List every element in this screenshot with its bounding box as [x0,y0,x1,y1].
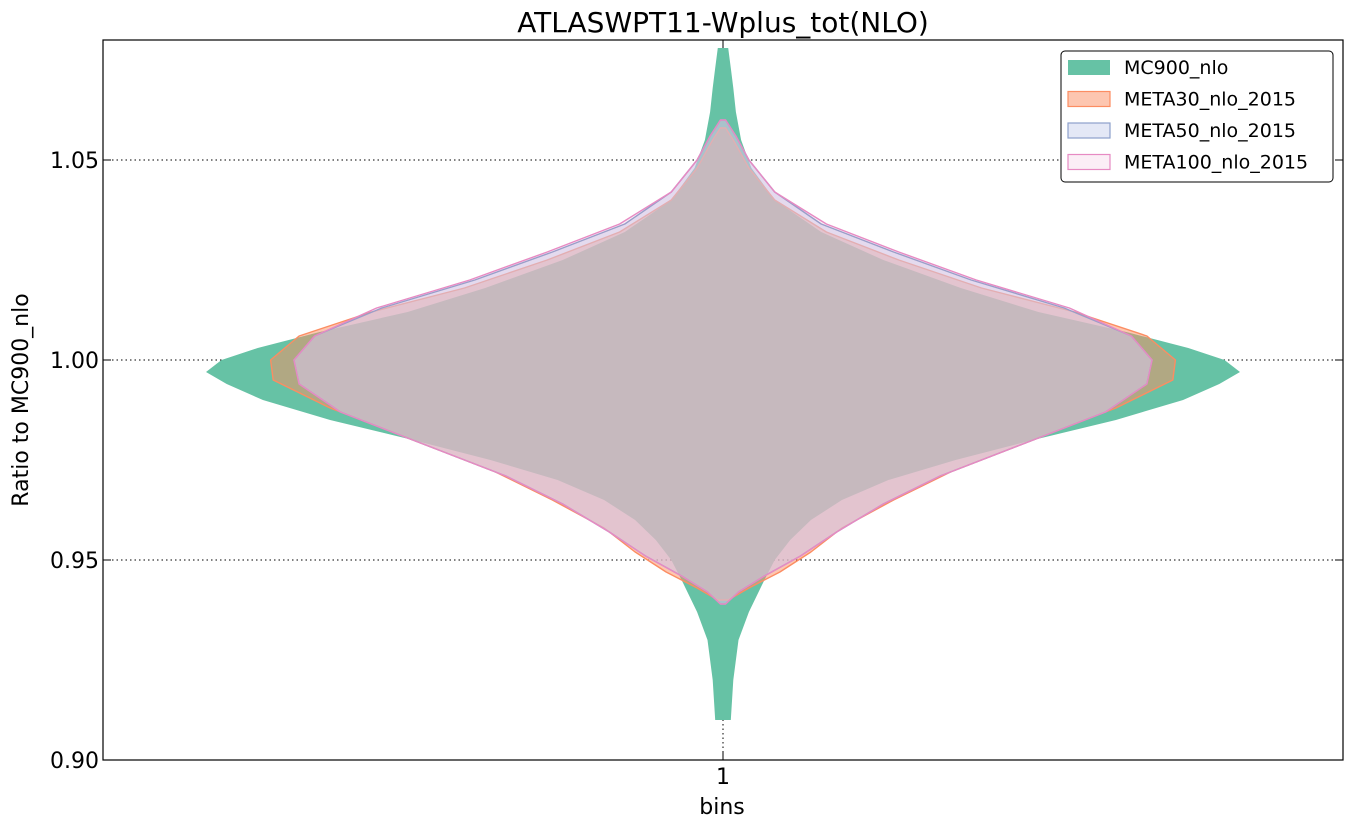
violin-META100_nlo_2015 [293,119,1153,605]
legend-label: META100_nlo_2015 [1124,152,1308,174]
legend-swatch [1067,153,1111,171]
legend-swatch [1067,122,1111,139]
y-tick-label: 0.95 [50,549,99,574]
legend-swatch [1068,60,1110,75]
legend-label: MC900_nlo [1124,57,1228,79]
y-tick-label: 0.90 [50,749,99,774]
x-tick-label: 1 [716,765,730,790]
x-axis-label: bins [699,795,744,820]
legend-swatch [1067,90,1111,108]
y-axis-label: Ratio to MC900_nlo [9,293,34,506]
y-tick-label: 1.05 [50,149,99,174]
chart-title: ATLASWPT11-Wplus_tot(NLO) [517,6,929,39]
legend-box [1060,50,1334,183]
y-tick-label: 1.00 [50,349,99,374]
legend-label: META30_nlo_2015 [1124,89,1296,111]
violin-layer [206,48,1240,720]
legend-label: META50_nlo_2015 [1124,120,1296,142]
legend: MC900_nlo META30_nlo_2015 META50_nlo_2015 M… [1060,50,1334,183]
axis-ticks: 0.90 0.95 1.00 1.05 1 [50,40,1343,790]
